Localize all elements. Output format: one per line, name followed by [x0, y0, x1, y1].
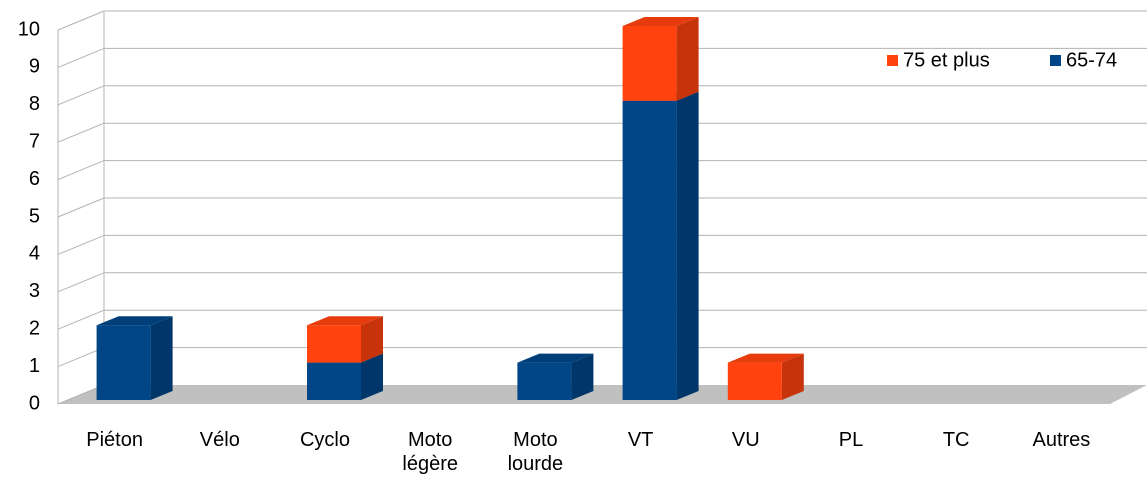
x-tick-label: Vélo [199, 429, 240, 451]
y-tick-label: 6 [29, 168, 40, 190]
bar-3d [517, 353, 594, 400]
y-tick-label: 10 [18, 18, 40, 40]
bar-3d [96, 316, 173, 400]
bar-top [727, 353, 804, 363]
bar-side [361, 353, 383, 400]
bar-segment [96, 325, 151, 400]
bar-side [781, 353, 804, 400]
bar-side [150, 316, 173, 400]
y-tick-label: 8 [29, 93, 40, 115]
x-tick-label: TC [942, 429, 970, 451]
x-tick-label: Moto lourde [507, 429, 564, 475]
x-tick-label: Cyclo [299, 429, 350, 451]
bar-3d [307, 353, 383, 400]
bar-top [96, 316, 173, 326]
x-tick-label: Piéton [86, 429, 143, 451]
bar-3d [622, 91, 699, 401]
tick-diagonal [57, 122, 105, 143]
bar-segment [307, 325, 361, 363]
bar-segment [622, 26, 677, 101]
x-tick-label: Autres [1032, 429, 1091, 451]
tick-diagonal [57, 47, 105, 68]
bar-side [571, 353, 594, 400]
bar-segment [727, 362, 782, 400]
bar-side [676, 17, 699, 101]
bar-top [307, 316, 383, 326]
y-tick-label: 2 [29, 317, 40, 339]
bar-top [517, 353, 594, 363]
tick-diagonal [57, 347, 105, 368]
tick-diagonal [57, 197, 105, 218]
bar-3d [307, 316, 383, 363]
tick-diagonal [57, 272, 105, 293]
legend-label: 75 et plus [903, 49, 990, 71]
bar-side [361, 316, 383, 363]
tick-diagonal [57, 309, 105, 330]
legend-swatch [1050, 55, 1061, 66]
bar-top [622, 17, 699, 26]
tick-diagonal [57, 10, 105, 31]
bar-3d [622, 17, 699, 101]
bar-side [676, 91, 699, 401]
y-tick-label: 7 [29, 130, 40, 152]
tick-diagonal [57, 160, 105, 181]
bar-3d [727, 353, 804, 400]
x-tick-label: VU [731, 429, 760, 451]
tick-diagonal [57, 384, 105, 405]
legend-swatch [887, 55, 898, 66]
bar-segment [622, 100, 677, 401]
tick-diagonal [57, 85, 105, 106]
legend-label: 65-74 [1066, 49, 1117, 71]
y-tick-label: 9 [29, 56, 40, 78]
y-tick-label: 5 [29, 205, 40, 227]
x-tick-label: PL [838, 429, 864, 451]
y-tick-label: 4 [29, 243, 40, 265]
y-tick-label: 0 [29, 392, 40, 414]
tick-diagonal [57, 234, 105, 255]
bar-segment [517, 362, 572, 400]
bar-segment [307, 362, 361, 400]
y-tick-label: 1 [29, 355, 40, 377]
y-tick-label: 3 [29, 280, 40, 302]
floor [58, 385, 1147, 404]
x-tick-label: VT [627, 429, 654, 451]
x-tick-label: Moto légère [402, 429, 458, 475]
